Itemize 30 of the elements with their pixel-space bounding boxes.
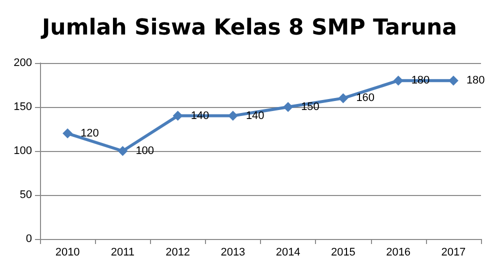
x-tick-label: 2013 [220,246,246,258]
y-tick-label: 200 [14,57,32,69]
data-label: 160 [356,92,375,104]
point [228,110,238,121]
data-label: 140 [190,110,210,122]
y-tick-label: 150 [14,101,32,113]
point [393,76,404,86]
x-tick-label: 2011 [110,246,135,258]
point [338,93,348,104]
data-label: 140 [246,110,264,122]
x-tick-label: 2015 [330,246,356,258]
point [448,76,458,86]
point [283,102,294,112]
x-tick-label: 2016 [386,246,411,258]
data-label: 180 [411,74,430,87]
data-label: 150 [301,101,320,113]
chart-title: Jumlah Siswa Kelas 8 SMP Taruna [40,16,458,40]
data-label: 180 [466,74,485,87]
data-label: 100 [136,145,154,157]
y-tick-label: 100 [14,145,32,157]
y-tick-label: 50 [20,189,32,201]
point [118,146,128,156]
x-tick-label: 2010 [55,246,80,258]
x-tick-label: 2012 [166,246,190,258]
x-tick-label: 2014 [276,246,300,258]
y-tick-label: 0 [26,233,32,245]
point [62,128,73,138]
data-label: 120 [80,127,99,140]
x-tick-label: 2017 [441,246,466,258]
point [172,110,183,121]
